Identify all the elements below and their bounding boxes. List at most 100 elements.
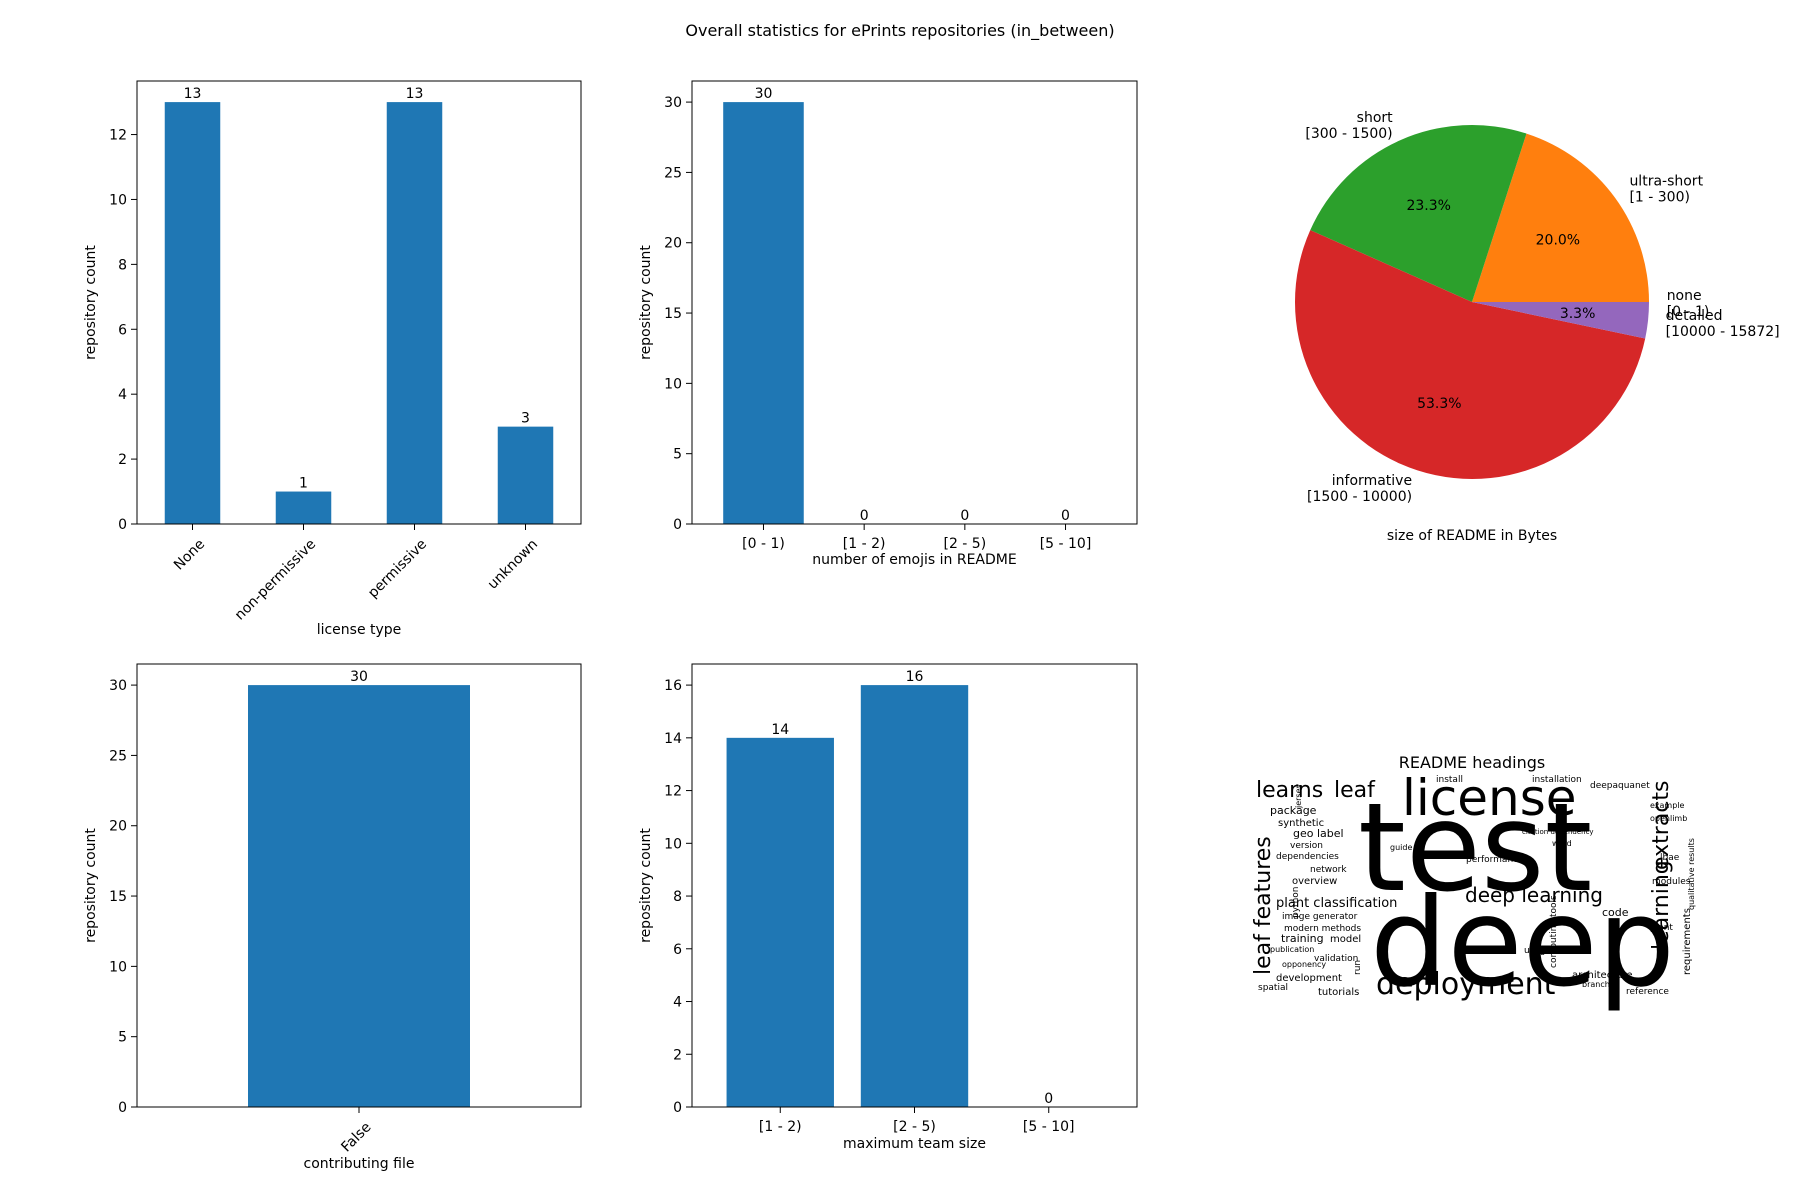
wordcloud-word: modern methods bbox=[1284, 924, 1361, 934]
pie-slice bbox=[1472, 133, 1649, 302]
y-tick-label: 10 bbox=[664, 376, 682, 392]
y-tick-label: 14 bbox=[664, 731, 682, 747]
bar bbox=[726, 737, 834, 1107]
wordcloud-word: jersey bbox=[1294, 783, 1303, 809]
axes-frame bbox=[691, 80, 1138, 525]
x-axis-label: number of emojis in README bbox=[812, 552, 1016, 568]
bar bbox=[386, 102, 443, 524]
chart-readme-size-pie: 0.0%none[0 - 1)20.0%ultra-short[1 - 300)… bbox=[1295, 110, 1780, 544]
pie-slice bbox=[1472, 302, 1649, 339]
wordcloud-word: tutorials bbox=[1318, 987, 1359, 998]
y-axis-label: repository count bbox=[638, 828, 654, 943]
wordcloud-title: README headings bbox=[1399, 753, 1546, 772]
y-tick-label: 12 bbox=[109, 128, 127, 144]
wordcloud-word: openlimb bbox=[1650, 814, 1687, 823]
wordcloud-word: extracts bbox=[1649, 780, 1674, 870]
wordcloud-word: qualitative results bbox=[1687, 838, 1696, 910]
y-tick-label: 25 bbox=[664, 165, 682, 181]
wordcloud-word: learns bbox=[1256, 778, 1323, 803]
pie-x-label: size of README in Bytes bbox=[1387, 528, 1557, 544]
wordcloud-word: geo label bbox=[1293, 827, 1344, 840]
bar bbox=[497, 426, 554, 524]
wordcloud-word: development bbox=[1276, 973, 1342, 984]
bar bbox=[723, 102, 804, 524]
x-axis-label: contributing file bbox=[304, 1156, 415, 1172]
wordcloud-word: deep learning bbox=[1465, 883, 1603, 907]
wordcloud-word: network bbox=[1310, 865, 1347, 875]
y-axis-label: repository count bbox=[83, 828, 99, 943]
wordcloud-word: overview bbox=[1292, 876, 1337, 887]
bar-value-label: 13 bbox=[406, 86, 424, 102]
wordcloud-word: installation bbox=[1532, 775, 1582, 785]
x-tick-label: [5 - 10] bbox=[1040, 536, 1092, 552]
wordcloud-word: reference bbox=[1626, 987, 1669, 997]
wordcloud-word: model bbox=[1330, 934, 1361, 945]
y-tick-label: 10 bbox=[664, 836, 682, 852]
x-tick-label: None bbox=[171, 536, 208, 573]
x-axis-label: maximum team size bbox=[843, 1136, 986, 1152]
bar-value-label: 16 bbox=[906, 669, 924, 685]
chart-team-size: 0 2 4 6 8 10 12 14 16 14 [1 - 2) 16 [2 - 5) 0 [5 - 10]… bbox=[638, 663, 1138, 1152]
wordcloud-word: validation bbox=[1314, 954, 1358, 964]
y-tick-label: 25 bbox=[109, 748, 127, 764]
x-tick-label: [2 - 5) bbox=[893, 1119, 936, 1135]
pie-slice-label: short [300 - 1500) bbox=[1305, 110, 1393, 142]
pie-slice bbox=[1295, 230, 1646, 479]
axes-frame bbox=[136, 663, 582, 1108]
wordcloud-word: code bbox=[1602, 906, 1629, 919]
y-tick-label: 6 bbox=[118, 322, 127, 338]
x-tick-label: permissive bbox=[365, 536, 430, 601]
wordcloud-word: leaf features bbox=[1251, 836, 1276, 975]
y-tick-label: 5 bbox=[118, 1030, 127, 1046]
wordcloud-area bbox=[1252, 778, 1692, 1000]
x-tick-label: [0 - 1) bbox=[742, 536, 785, 552]
y-tick-label: 8 bbox=[118, 257, 127, 273]
bar-value-label: 14 bbox=[771, 722, 789, 738]
bar-value-label: 0 bbox=[860, 508, 869, 524]
wordcloud-word: lbae bbox=[1660, 853, 1680, 863]
wordcloud-word: guide bbox=[1390, 843, 1412, 852]
wordcloud-word: deployment bbox=[1376, 967, 1556, 1002]
wordcloud-word: install bbox=[1436, 775, 1463, 785]
y-tick-label: 12 bbox=[664, 784, 682, 800]
bar-value-label: 30 bbox=[755, 86, 773, 102]
wordcloud-word: branch bbox=[1582, 980, 1610, 989]
y-axis-label: repository count bbox=[638, 245, 654, 360]
bar-value-label: 0 bbox=[960, 508, 969, 524]
x-tick-label: [5 - 10] bbox=[1023, 1119, 1075, 1135]
x-tick-label: False bbox=[338, 1119, 374, 1155]
y-tick-label: 4 bbox=[118, 387, 127, 403]
pie-slice-label: detailed [10000 - 15872] bbox=[1666, 308, 1780, 340]
pie-pct-label: 53.3% bbox=[1417, 396, 1461, 412]
wordcloud-word: plant classification bbox=[1276, 896, 1397, 911]
wordcloud-word: architecture bbox=[1572, 970, 1633, 981]
y-tick-label: 4 bbox=[673, 995, 682, 1011]
wordcloud-word: deep bbox=[1370, 872, 1675, 1014]
pie-slice bbox=[1310, 124, 1527, 302]
wordcloud-word: dependencies bbox=[1276, 852, 1339, 862]
bar bbox=[164, 102, 221, 524]
wordcloud-word: version bbox=[1290, 841, 1323, 851]
y-axis-label: repository count bbox=[83, 245, 99, 360]
bar bbox=[248, 685, 470, 1107]
wordcloud-word: usage bbox=[1524, 946, 1552, 956]
wordcloud-word: deepaquanet bbox=[1590, 781, 1650, 791]
y-tick-label: 10 bbox=[109, 959, 127, 975]
bar-value-label: 13 bbox=[184, 86, 202, 102]
pie-slice-label: ultra-short [1 - 300) bbox=[1629, 173, 1703, 205]
x-tick-label: [1 - 2) bbox=[843, 536, 886, 552]
x-tick-label: non-permissive bbox=[232, 536, 319, 623]
wordcloud-word: run bbox=[1353, 960, 1363, 975]
wordcloud-word: citation dependency bbox=[1522, 828, 1594, 836]
wordcloud-word: publication bbox=[1270, 945, 1314, 954]
y-tick-label: 8 bbox=[673, 889, 682, 905]
chart-license-type: 0 2 4 6 8 10 12 13 None 1 non-permissive 13 permissi… bbox=[83, 80, 582, 638]
y-tick-label: 16 bbox=[664, 678, 682, 694]
y-tick-label: 10 bbox=[109, 192, 127, 208]
x-tick-label: [2 - 5) bbox=[943, 536, 986, 552]
y-tick-label: 2 bbox=[673, 1047, 682, 1063]
x-tick-label: [1 - 2) bbox=[759, 1119, 802, 1135]
bar-value-label: 30 bbox=[350, 669, 368, 685]
